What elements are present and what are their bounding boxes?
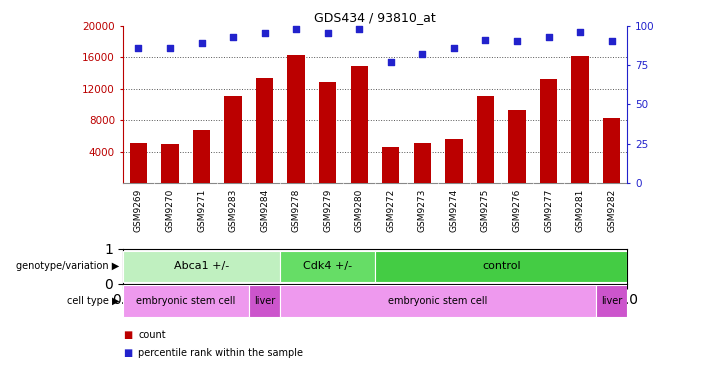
Bar: [414, 143, 431, 183]
Text: control: control: [482, 261, 521, 271]
Text: GSM9277: GSM9277: [544, 188, 553, 232]
Text: genotype/variation ▶: genotype/variation ▶: [16, 261, 119, 271]
Bar: [571, 56, 589, 183]
Point: [575, 29, 586, 35]
Text: GSM9279: GSM9279: [323, 188, 332, 232]
Text: ■: ■: [123, 330, 132, 340]
Bar: [280, 251, 375, 282]
Text: GSM9283: GSM9283: [229, 188, 238, 232]
Text: GSM9271: GSM9271: [197, 188, 206, 232]
Text: GSM9282: GSM9282: [607, 188, 616, 232]
Bar: [224, 96, 242, 183]
Text: GSM9280: GSM9280: [355, 188, 364, 232]
Text: liver: liver: [254, 296, 275, 306]
Text: GSM9278: GSM9278: [292, 188, 301, 232]
Bar: [287, 55, 305, 183]
Bar: [508, 110, 526, 183]
Point: [164, 45, 175, 51]
Point: [449, 45, 460, 51]
Text: GSM9269: GSM9269: [134, 188, 143, 232]
Text: liver: liver: [601, 296, 622, 306]
Text: count: count: [138, 330, 165, 340]
Text: GSM9274: GSM9274: [449, 188, 458, 232]
Bar: [596, 285, 627, 317]
Bar: [477, 96, 494, 183]
Point: [386, 59, 397, 65]
Text: Abca1 +/-: Abca1 +/-: [174, 261, 229, 271]
Bar: [382, 147, 400, 183]
Bar: [123, 285, 249, 317]
Point: [416, 51, 428, 57]
Point: [132, 45, 144, 51]
Bar: [249, 285, 280, 317]
Text: GSM9281: GSM9281: [576, 188, 585, 232]
Point: [196, 40, 207, 46]
Point: [479, 37, 491, 43]
Point: [291, 26, 302, 32]
Text: GSM9273: GSM9273: [418, 188, 427, 232]
Text: ■: ■: [123, 348, 132, 358]
Bar: [161, 143, 179, 183]
Point: [259, 31, 271, 37]
Text: GSM9270: GSM9270: [165, 188, 175, 232]
Text: Cdk4 +/-: Cdk4 +/-: [303, 261, 353, 271]
Bar: [130, 143, 147, 183]
Bar: [193, 130, 210, 183]
Point: [322, 31, 334, 37]
Point: [543, 34, 554, 40]
Bar: [123, 251, 280, 282]
Bar: [319, 82, 336, 183]
Text: GSM9284: GSM9284: [260, 188, 269, 232]
Point: [227, 34, 238, 40]
Bar: [350, 66, 368, 183]
Bar: [280, 285, 596, 317]
Point: [606, 38, 617, 44]
Text: GSM9276: GSM9276: [512, 188, 522, 232]
Point: [511, 38, 522, 44]
Bar: [603, 118, 620, 183]
Bar: [256, 78, 273, 183]
Title: GDS434 / 93810_at: GDS434 / 93810_at: [314, 11, 436, 25]
Text: GSM9275: GSM9275: [481, 188, 490, 232]
Text: GSM9272: GSM9272: [386, 188, 395, 232]
Text: cell type ▶: cell type ▶: [67, 296, 119, 306]
Text: embryonic stem cell: embryonic stem cell: [136, 296, 236, 306]
Text: embryonic stem cell: embryonic stem cell: [388, 296, 488, 306]
Bar: [445, 139, 463, 183]
Bar: [375, 251, 627, 282]
Bar: [540, 79, 557, 183]
Text: percentile rank within the sample: percentile rank within the sample: [138, 348, 303, 358]
Point: [353, 26, 365, 32]
